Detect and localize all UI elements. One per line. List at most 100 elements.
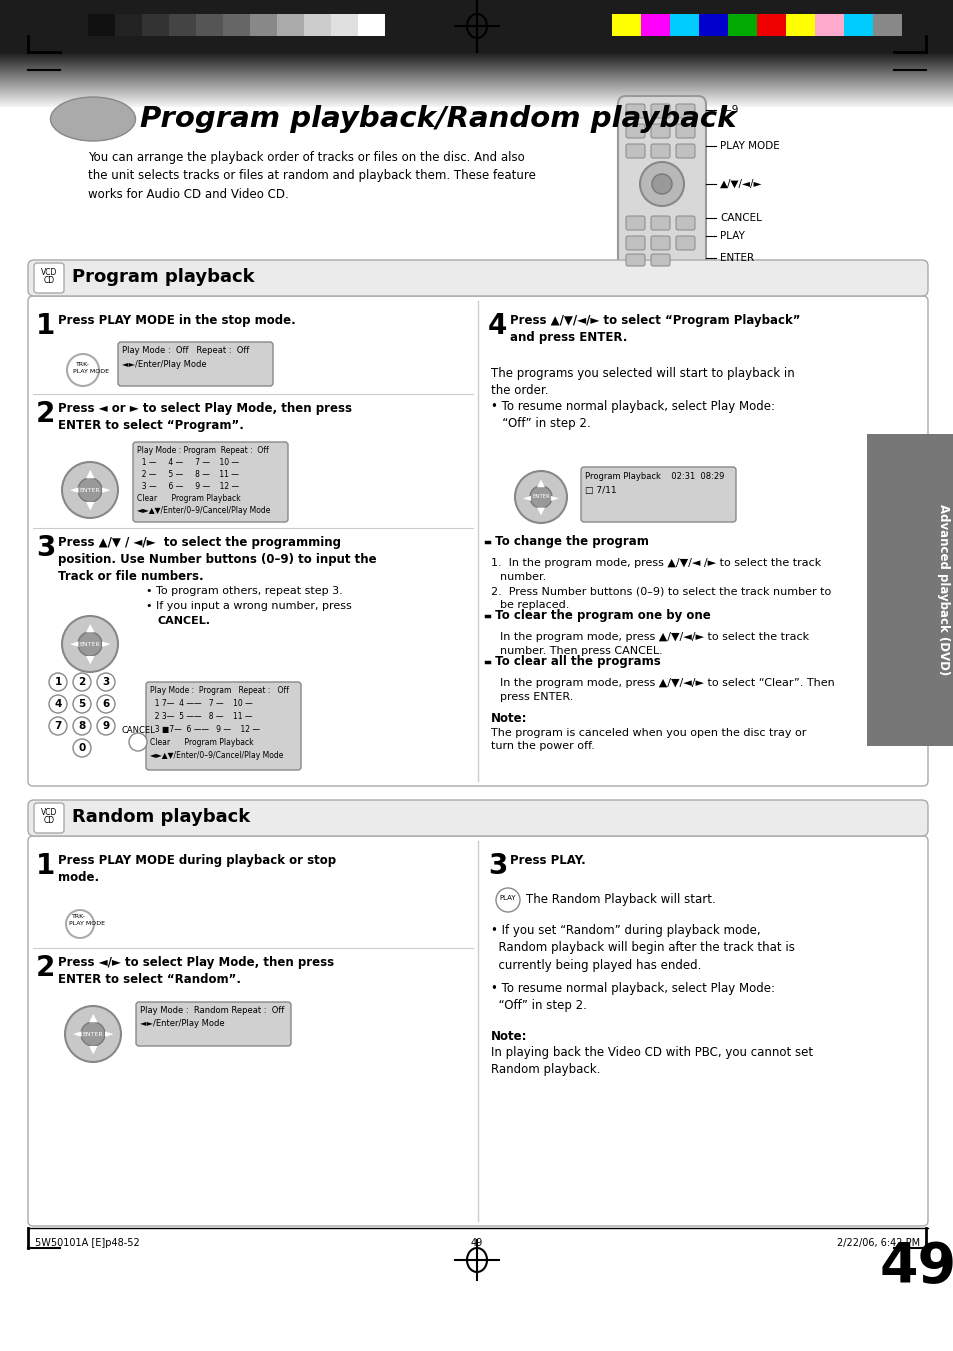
FancyBboxPatch shape [650,145,669,158]
Text: 1: 1 [54,677,62,688]
Text: CD: CD [44,276,54,285]
FancyBboxPatch shape [625,236,644,250]
Text: Play Mode : Program  Repeat :  Off: Play Mode : Program Repeat : Off [137,446,269,455]
Text: • To resume normal playback, select Play Mode:
  “Off” in step 2.: • To resume normal playback, select Play… [491,982,774,1012]
Circle shape [81,1021,105,1046]
Text: Program playback/Random playback: Program playback/Random playback [140,105,736,132]
Text: • If you set “Random” during playback mode,
  Random playback will begin after t: • If you set “Random” during playback mo… [491,924,794,971]
FancyBboxPatch shape [625,254,644,266]
Text: ▲/▼/◄/►: ▲/▼/◄/► [720,178,761,189]
Text: Press ◄/► to select Play Mode, then press
ENTER to select “Random”.: Press ◄/► to select Play Mode, then pres… [58,957,334,986]
Circle shape [78,632,102,657]
Text: 4: 4 [54,698,62,709]
Text: CANCEL: CANCEL [121,725,154,735]
Text: Press ▲/▼/◄/► to select “Program Playback”
and press ENTER.: Press ▲/▼/◄/► to select “Program Playbac… [510,313,800,345]
Bar [785,14,814,36]
Text: 3: 3 [488,852,507,880]
Text: 3: 3 [36,534,55,562]
Text: TRK-: TRK- [71,915,86,919]
FancyBboxPatch shape [118,342,273,386]
Bar [640,14,669,36]
Text: Play Mode :  Random Repeat :  Off: Play Mode : Random Repeat : Off [140,1006,284,1015]
FancyBboxPatch shape [28,836,927,1225]
FancyBboxPatch shape [625,124,644,138]
Bar [814,14,843,36]
Text: ►: ► [551,492,558,503]
Bar [612,14,640,36]
FancyBboxPatch shape [625,145,644,158]
Text: Press PLAY.: Press PLAY. [510,854,585,867]
Text: PLAY: PLAY [499,894,516,901]
Text: 1 —     4 —     7 —    10 —: 1 — 4 — 7 — 10 — [137,458,239,467]
FancyBboxPatch shape [580,467,735,521]
Circle shape [62,462,118,517]
Text: ►: ► [102,485,111,494]
Text: In the program mode, press ▲/▼/◄/► to select the track: In the program mode, press ▲/▼/◄/► to se… [499,632,808,642]
Text: Random playback: Random playback [71,808,250,825]
Text: 1.  In the program mode, press ▲/▼/◄ /► to select the track: 1. In the program mode, press ▲/▼/◄ /► t… [491,558,821,567]
Text: PLAY: PLAY [720,231,744,240]
Text: ▼: ▼ [86,501,94,511]
Text: 4: 4 [488,312,507,340]
Text: ◄►/Enter/Play Mode: ◄►/Enter/Play Mode [122,359,207,369]
Bar [223,14,250,36]
FancyBboxPatch shape [650,124,669,138]
Text: Play Mode :  Off   Repeat :  Off: Play Mode : Off Repeat : Off [122,346,249,355]
Text: Press ◄ or ► to select Play Mode, then press
ENTER to select “Program”.: Press ◄ or ► to select Play Mode, then p… [58,403,352,432]
Text: 2: 2 [36,954,55,982]
Text: CD: CD [44,816,54,825]
Circle shape [49,717,67,735]
Text: VCD: VCD [41,267,57,277]
Circle shape [49,673,67,690]
Text: 49: 49 [879,1240,953,1294]
Text: Press PLAY MODE during playback or stop
mode.: Press PLAY MODE during playback or stop … [58,854,335,884]
Bar [872,14,901,36]
Text: 0: 0 [78,743,86,753]
Circle shape [62,616,118,671]
FancyBboxPatch shape [676,124,695,138]
Circle shape [97,717,115,735]
Circle shape [66,911,94,938]
Bar [669,14,699,36]
Text: 2 3—  5 ——   8 —    11 —: 2 3— 5 —— 8 — 11 — [150,712,253,721]
Text: Program playback: Program playback [71,267,254,286]
Text: 2 —     5 —     8 —    11 —: 2 — 5 — 8 — 11 — [137,470,238,480]
Text: ▼: ▼ [86,655,94,665]
Text: ◄: ◄ [70,639,78,648]
Text: TRK-: TRK- [76,362,90,367]
FancyBboxPatch shape [28,800,927,836]
Text: The program is canceled when you open the disc tray or
turn the power off.: The program is canceled when you open th… [491,728,805,751]
Text: ▼: ▼ [537,507,544,516]
Bar [331,14,357,36]
Text: Press PLAY MODE in the stop mode.: Press PLAY MODE in the stop mode. [58,313,295,327]
FancyBboxPatch shape [625,216,644,230]
Circle shape [651,174,671,195]
Text: 2/22/06, 6:42 PM: 2/22/06, 6:42 PM [836,1238,919,1248]
FancyBboxPatch shape [650,254,669,266]
FancyBboxPatch shape [676,145,695,158]
FancyBboxPatch shape [676,236,695,250]
FancyBboxPatch shape [132,442,288,521]
Text: Program Playback    02:31  08:29: Program Playback 02:31 08:29 [584,471,723,481]
Circle shape [97,673,115,690]
Text: ENTER: ENTER [83,1032,103,1036]
Text: PLAY MODE: PLAY MODE [73,369,109,374]
Bar [88,14,115,36]
Bar [115,14,142,36]
Text: Press ▲/▼ / ◄/►  to select the programming
position. Use Number buttons (0–9) to: Press ▲/▼ / ◄/► to select the programmin… [58,536,376,584]
FancyBboxPatch shape [34,263,64,293]
Text: 9: 9 [102,721,110,731]
Circle shape [97,694,115,713]
Bar [304,14,331,36]
Text: ▼: ▼ [89,1046,97,1055]
Text: 3: 3 [102,677,110,688]
Text: ENTER: ENTER [720,253,753,263]
Text: The programs you selected will start to playback in
the order.: The programs you selected will start to … [491,367,794,397]
Bar [195,14,223,36]
Text: The Random Playback will start.: The Random Playback will start. [525,893,715,905]
Circle shape [49,694,67,713]
Circle shape [78,478,102,503]
Text: 1: 1 [36,852,55,880]
FancyBboxPatch shape [28,296,927,786]
Text: Advanced playback (DVD): Advanced playback (DVD) [937,504,949,676]
